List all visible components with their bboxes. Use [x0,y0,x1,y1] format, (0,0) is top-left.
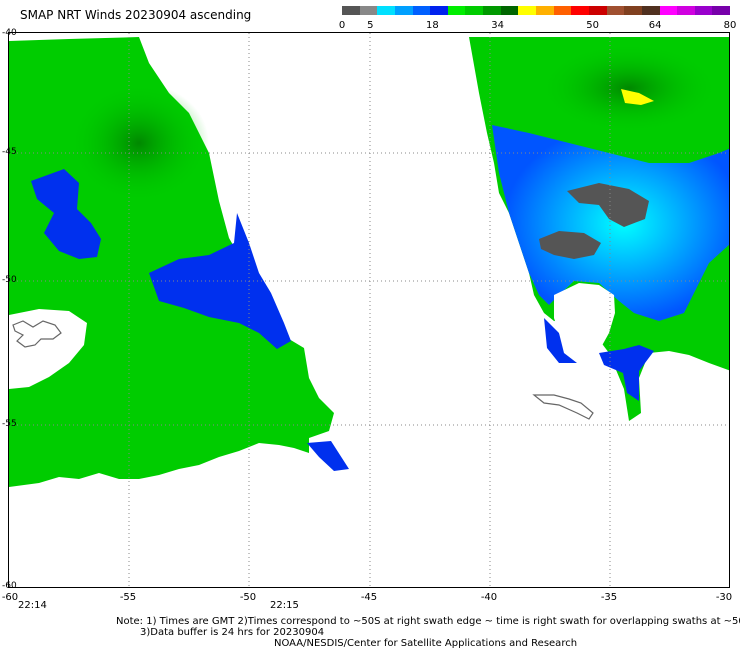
map-title: SMAP NRT Winds 20230904 ascending [20,8,252,22]
right-blue-lower [544,318,577,363]
yellow-patch [621,89,654,105]
x-tick-6: -30 [715,592,733,603]
note-line-2: 3)Data buffer is 24 hrs for 20230904 [140,627,325,638]
colorbar-swatch [553,6,572,15]
left-white-mask [9,309,87,389]
left-blue-patch-3 [307,441,349,471]
colorbar-swatch [571,6,589,15]
colorbar-label: 50 [586,20,600,31]
colorbar-swatch [377,6,395,15]
colorbar-swatch [659,6,678,15]
falkland-coast [12,320,62,348]
colorbar-swatch [712,6,731,15]
colorbar-swatch [536,6,554,15]
left-blue-patch-1 [31,169,101,259]
left-blue-patch-2 [149,213,291,349]
colorbar-swatch [430,6,448,15]
colorbar-swatch [694,6,713,15]
x-tick-3: -45 [360,592,378,603]
x-tick-4: -40 [480,592,498,603]
x-tick-5: -35 [600,592,618,603]
colorbar-label: 80 [723,20,737,31]
y-tick-4: -60 [2,581,17,591]
y-tick-3: -55 [2,419,17,429]
y-tick-2: -50 [2,275,17,285]
colorbar-swatch [641,6,660,15]
colorbar-swatch [483,6,501,15]
low-wind-blob-2 [539,231,601,259]
colorbar-label: 34 [491,20,504,31]
right-white-mask [554,283,615,359]
y-tick-1: -45 [2,147,17,157]
colorbar-swatch [518,6,537,15]
colorbar-swatch [500,6,519,15]
colorbar-swatch [606,6,625,15]
colorbar-swatch [624,6,642,15]
colorbar-swatch [677,6,695,15]
x-tick-0: -60 [1,592,19,603]
wind-map-canvas [9,33,729,587]
colorbar-swatch [342,6,360,15]
left-swath-dark-green [69,83,209,203]
right-swath-dark-green [539,43,719,133]
wind-speed-colorbar [342,6,731,15]
y-tick-0: -40 [2,28,17,38]
colorbar-swatch [588,6,607,15]
right-blue-lower-2 [599,345,654,401]
note-line-3: NOAA/NESDIS/Center for Satellite Applica… [274,638,578,649]
lat-lon-grid [9,33,729,587]
colorbar-label: 5 [367,20,374,31]
colorbar-label: 64 [648,20,662,31]
colorbar-swatch [447,6,466,15]
colorbar-swatch [412,6,431,15]
low-wind-blob-1 [567,183,649,227]
x-tick-2: -50 [239,592,257,603]
colorbar-swatch [465,6,484,15]
colorbar-label: 18 [426,20,439,31]
wind-map [8,32,730,588]
colorbar-label: 0 [338,20,346,31]
south-georgia-coast [532,394,594,420]
colorbar-swatch [359,6,378,15]
x-tick-1: -55 [119,592,137,603]
time-label-2: 22:15 [270,600,299,611]
time-label-1: 22:14 [18,600,47,611]
colorbar-swatch [394,6,413,15]
note-line-1: Note: 1) Times are GMT 2)Times correspon… [116,616,740,627]
right-blue-band [492,125,729,321]
